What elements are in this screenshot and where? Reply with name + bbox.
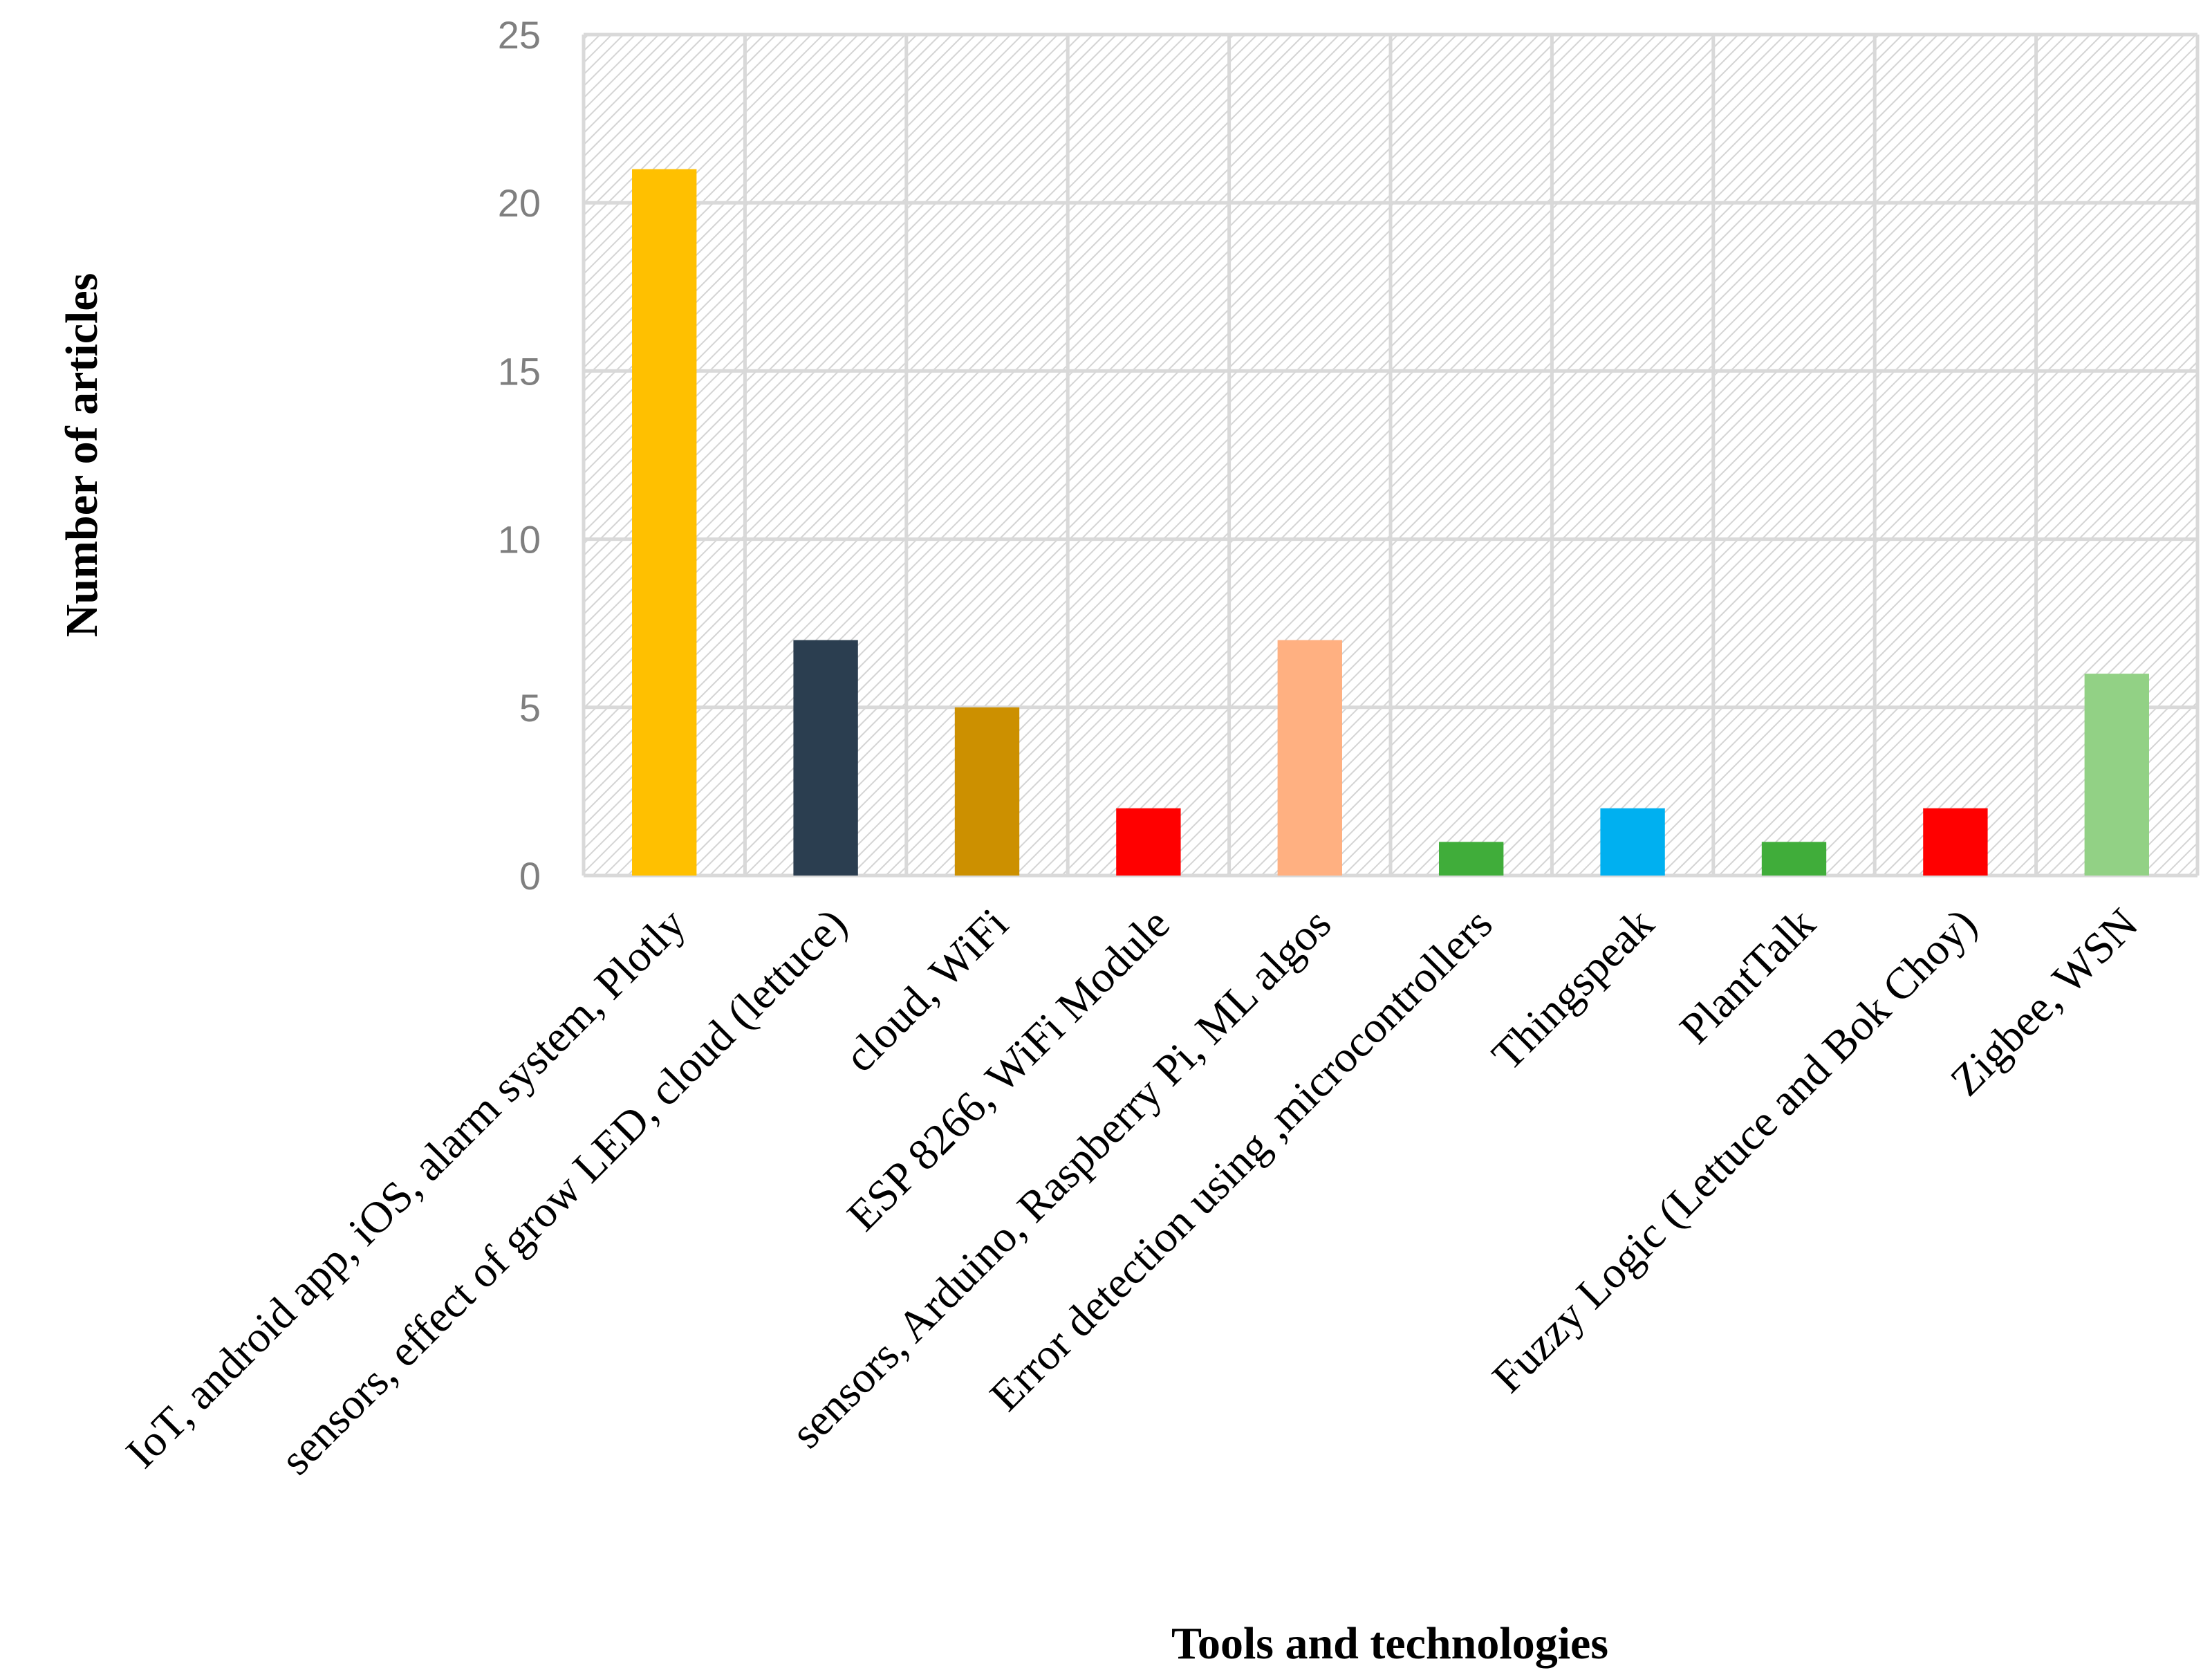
x-axis-category-labels: IoT, android app, iOS, alarm system, Plo… — [116, 899, 2147, 1484]
bar — [1439, 842, 1504, 876]
bar — [632, 169, 697, 876]
y-axis-tick-labels: 0 5 10 15 20 25 — [498, 13, 541, 898]
bar — [1761, 842, 1827, 876]
y-tick-label: 5 — [519, 686, 541, 730]
y-tick-label: 25 — [498, 13, 541, 57]
x-category-label: IoT, android app, iOS, alarm system, Plo… — [116, 899, 694, 1477]
x-category-label: ESP 8266, WiFi Module — [837, 899, 1178, 1240]
y-axis-title: Number of articles — [57, 273, 107, 638]
bars — [632, 169, 2149, 876]
x-axis-title: Tools and technologies — [1171, 1618, 1608, 1669]
grid-lines — [582, 33, 2200, 878]
bar — [1277, 640, 1342, 876]
x-category-label: Thingspeak — [1483, 899, 1663, 1080]
y-tick-label: 10 — [498, 518, 541, 562]
x-category-label: PlantTalk — [1670, 899, 1824, 1053]
bar — [1923, 808, 1988, 876]
bar — [793, 640, 858, 876]
y-tick-label: 20 — [498, 181, 541, 225]
x-category-label: sensors, effect of grow LED, cloud (lett… — [271, 899, 856, 1484]
bar — [1600, 808, 1665, 876]
bar — [2084, 674, 2149, 876]
y-tick-label: 15 — [498, 349, 541, 393]
y-tick-label: 0 — [519, 854, 541, 898]
bar — [1116, 808, 1181, 876]
bar — [954, 707, 1020, 876]
